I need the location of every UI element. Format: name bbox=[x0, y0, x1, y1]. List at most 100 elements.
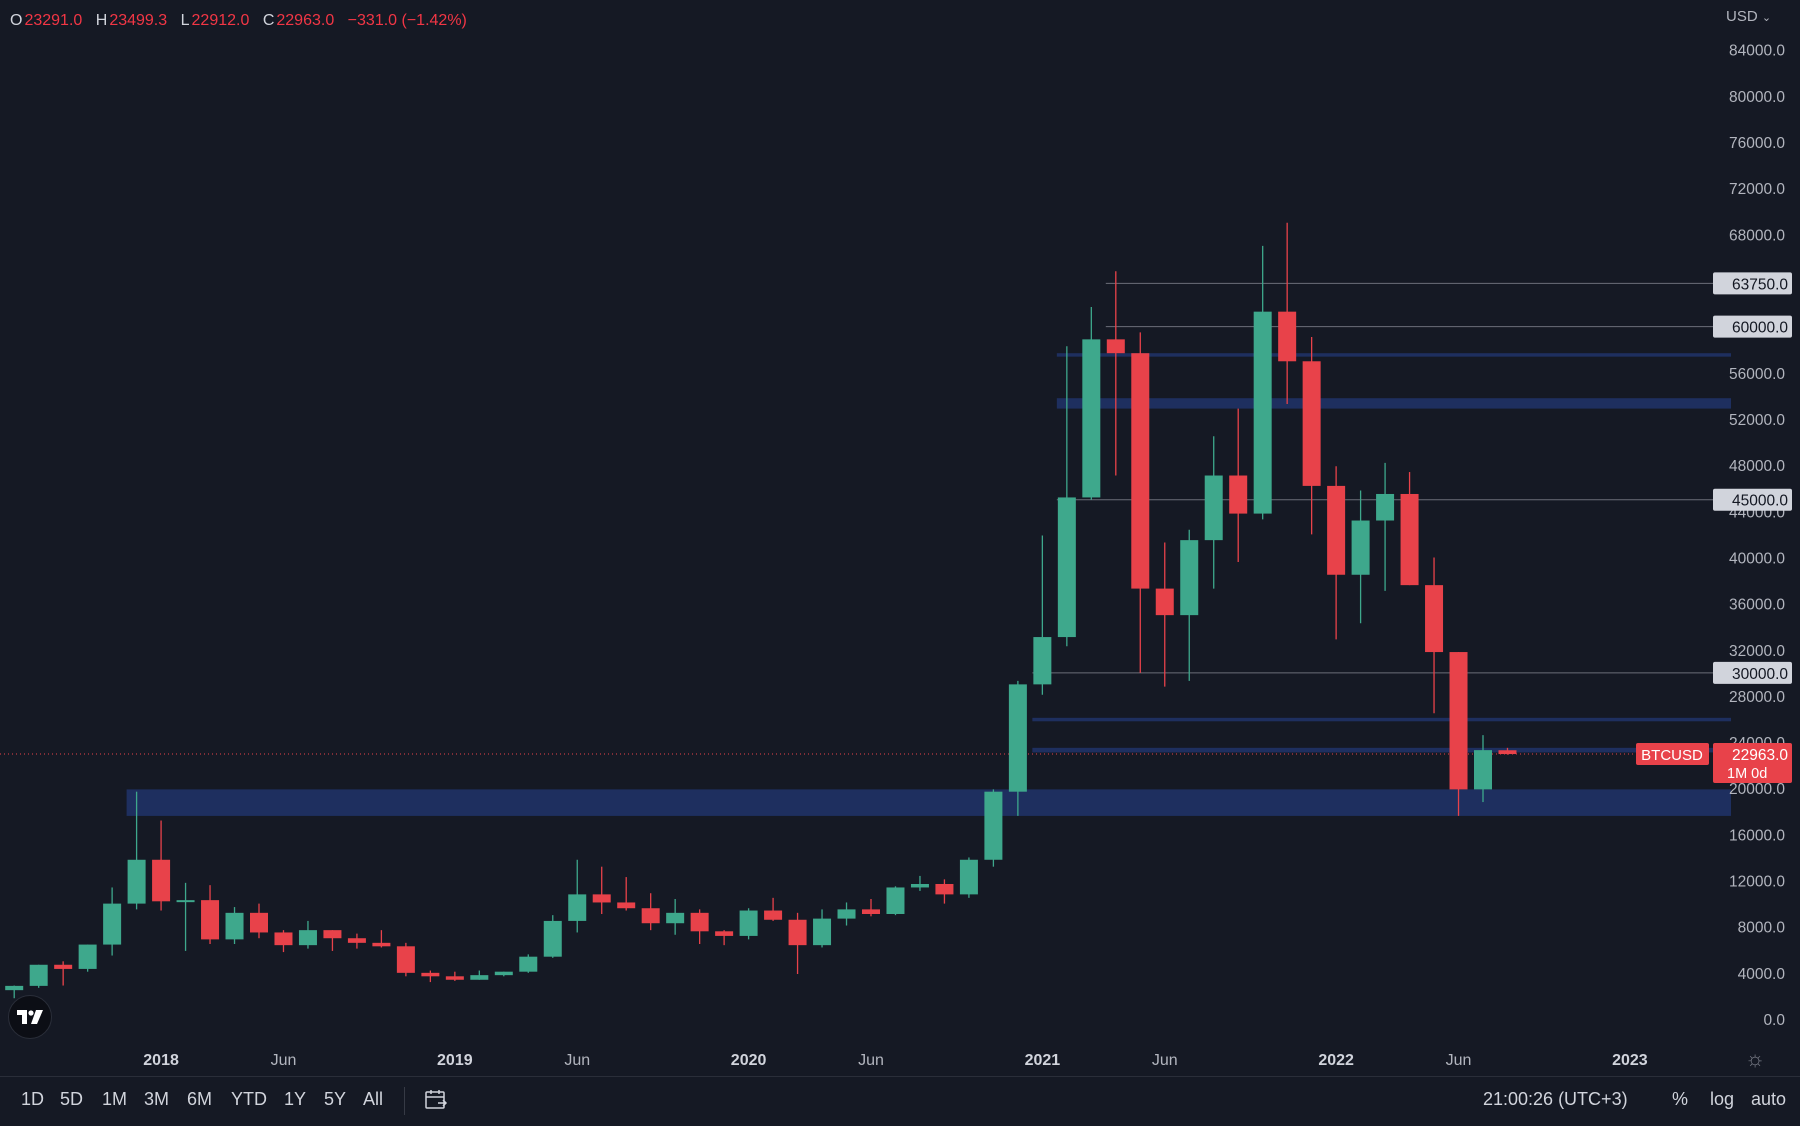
price-level-label: 45000.0 bbox=[1732, 493, 1788, 510]
range-button-1y[interactable]: 1Y bbox=[284, 1089, 307, 1109]
calendar-range-icon[interactable] bbox=[424, 1088, 448, 1117]
price-tick-label: 28000.0 bbox=[1729, 689, 1785, 706]
candle-body bbox=[1327, 485, 1346, 575]
low-label: L bbox=[180, 12, 190, 29]
gear-icon[interactable]: ☼ bbox=[1745, 1046, 1766, 1071]
currency-selector[interactable]: USD ⌄ bbox=[1726, 8, 1771, 25]
price-tick-label: 20000.0 bbox=[1729, 781, 1785, 798]
range-button-5y[interactable]: 5Y bbox=[324, 1089, 347, 1109]
candle-body bbox=[592, 894, 611, 903]
candle-body bbox=[1057, 497, 1076, 638]
price-tick-label: 84000.0 bbox=[1729, 43, 1785, 60]
last-price-label-box bbox=[1713, 743, 1792, 784]
chevron-down-icon: ⌄ bbox=[1761, 12, 1772, 24]
range-button-ytd[interactable]: YTD bbox=[231, 1089, 267, 1109]
candlestick-chart[interactable]: 0.04000.08000.012000.016000.020000.02400… bbox=[0, 0, 1800, 1075]
price-zone bbox=[1056, 398, 1731, 409]
price-level-label-box bbox=[1713, 661, 1792, 684]
candle-body bbox=[739, 910, 758, 936]
time-tick-label: 2021 bbox=[1025, 1052, 1061, 1069]
price-tick-label: 8000.0 bbox=[1738, 920, 1786, 937]
tradingview-logo-icon[interactable] bbox=[8, 995, 52, 1039]
candle-body bbox=[445, 976, 464, 980]
time-tick-label: Jun bbox=[271, 1052, 297, 1069]
candle-body bbox=[543, 920, 562, 957]
price-tick-label: 68000.0 bbox=[1729, 227, 1785, 244]
currency-label: USD bbox=[1726, 8, 1758, 25]
price-tick-label: 48000.0 bbox=[1729, 458, 1785, 475]
candle-body bbox=[666, 912, 685, 924]
ohlc-legend: O 23291.0 H 23499.3 L 22912.0 C 22963.0 −331… bbox=[10, 12, 476, 30]
candle-body bbox=[641, 908, 660, 924]
candle-body bbox=[54, 964, 73, 969]
clock-timezone[interactable]: 21:00:26 (UTC+3) bbox=[1483, 1089, 1628, 1109]
price-tick-label: 72000.0 bbox=[1729, 181, 1785, 198]
high-label: H bbox=[95, 12, 108, 29]
bottom-toolbar: 1D 5D 1M 3M 6M YTD 1Y 5Y All 21:00:26 (U… bbox=[0, 1076, 1800, 1126]
candle-body bbox=[421, 972, 440, 977]
candle-body bbox=[813, 918, 832, 946]
candle-body bbox=[1351, 520, 1370, 575]
candle-body bbox=[1400, 493, 1419, 586]
candle-body bbox=[152, 859, 171, 902]
price-level-label-box bbox=[1713, 272, 1792, 295]
candle-body bbox=[5, 985, 24, 991]
candle-body bbox=[935, 883, 954, 895]
candle-body bbox=[29, 964, 48, 986]
range-button-all[interactable]: All bbox=[363, 1089, 384, 1109]
range-button-1m[interactable]: 1M bbox=[102, 1089, 128, 1109]
candle-body bbox=[127, 859, 146, 904]
range-button-5d[interactable]: 5D bbox=[60, 1089, 84, 1109]
candle-body bbox=[274, 932, 293, 946]
range-button-1d[interactable]: 1D bbox=[21, 1089, 45, 1109]
candle-body bbox=[347, 938, 366, 943]
candle-body bbox=[396, 946, 415, 973]
candle-body bbox=[788, 919, 807, 946]
candle-body bbox=[1425, 585, 1444, 653]
candle-body bbox=[1008, 684, 1027, 792]
range-button-6m[interactable]: 6M bbox=[187, 1089, 213, 1109]
percent-scale-toggle[interactable]: % bbox=[1672, 1089, 1689, 1109]
price-axis-labels: 63750.0 60000.0 45000.0 30000.0 BTCUSD 22963.… bbox=[1636, 272, 1792, 784]
candle-body bbox=[1204, 475, 1223, 541]
price-zone bbox=[1032, 747, 1731, 753]
candle-body bbox=[1278, 311, 1297, 362]
candle-body bbox=[764, 910, 783, 920]
price-zone bbox=[126, 789, 1732, 816]
candle-body bbox=[225, 912, 244, 940]
price-tick-label: 12000.0 bbox=[1729, 874, 1785, 891]
log-scale-toggle[interactable]: log bbox=[1710, 1089, 1735, 1109]
time-axis[interactable]: n2018Jun2019Jun2020Jun2021Jun2022Jun2023 bbox=[0, 1052, 1648, 1069]
candle-body bbox=[298, 930, 317, 946]
price-tick-label: 32000.0 bbox=[1729, 643, 1785, 660]
price-tick-label: 76000.0 bbox=[1729, 135, 1785, 152]
range-button-3m[interactable]: 3M bbox=[144, 1089, 170, 1109]
price-tick-label: 0.0 bbox=[1763, 1012, 1785, 1029]
candle-body bbox=[470, 975, 489, 980]
candle-body bbox=[201, 900, 220, 940]
candle-body bbox=[617, 902, 636, 909]
candle-body bbox=[1302, 361, 1321, 486]
candle-body bbox=[1033, 637, 1052, 685]
candle-body bbox=[837, 909, 856, 919]
candle-body bbox=[984, 791, 1003, 860]
price-axis[interactable]: 0.04000.08000.012000.016000.020000.02400… bbox=[1729, 43, 1785, 1029]
candle-body bbox=[568, 894, 587, 921]
candle-body bbox=[715, 931, 734, 936]
price-zone bbox=[1032, 717, 1731, 722]
candle-body bbox=[690, 912, 709, 932]
time-tick-label: 2018 bbox=[143, 1052, 179, 1069]
candle-body bbox=[1449, 652, 1468, 790]
open-value: 23291.0 bbox=[24, 12, 83, 29]
symbol-label-box bbox=[1636, 743, 1709, 766]
price-tick-label: 4000.0 bbox=[1738, 966, 1786, 983]
price-tick-label: 52000.0 bbox=[1729, 412, 1785, 429]
candle-body bbox=[1474, 750, 1492, 790]
candle-body bbox=[494, 971, 513, 976]
auto-scale-toggle[interactable]: auto bbox=[1751, 1089, 1787, 1109]
price-tick-label: 36000.0 bbox=[1729, 597, 1785, 614]
time-tick-label: Jun bbox=[564, 1052, 590, 1069]
time-tick-label: 2022 bbox=[1318, 1052, 1354, 1069]
price-level-label: 63750.0 bbox=[1732, 276, 1788, 293]
candle-body bbox=[1229, 475, 1248, 514]
